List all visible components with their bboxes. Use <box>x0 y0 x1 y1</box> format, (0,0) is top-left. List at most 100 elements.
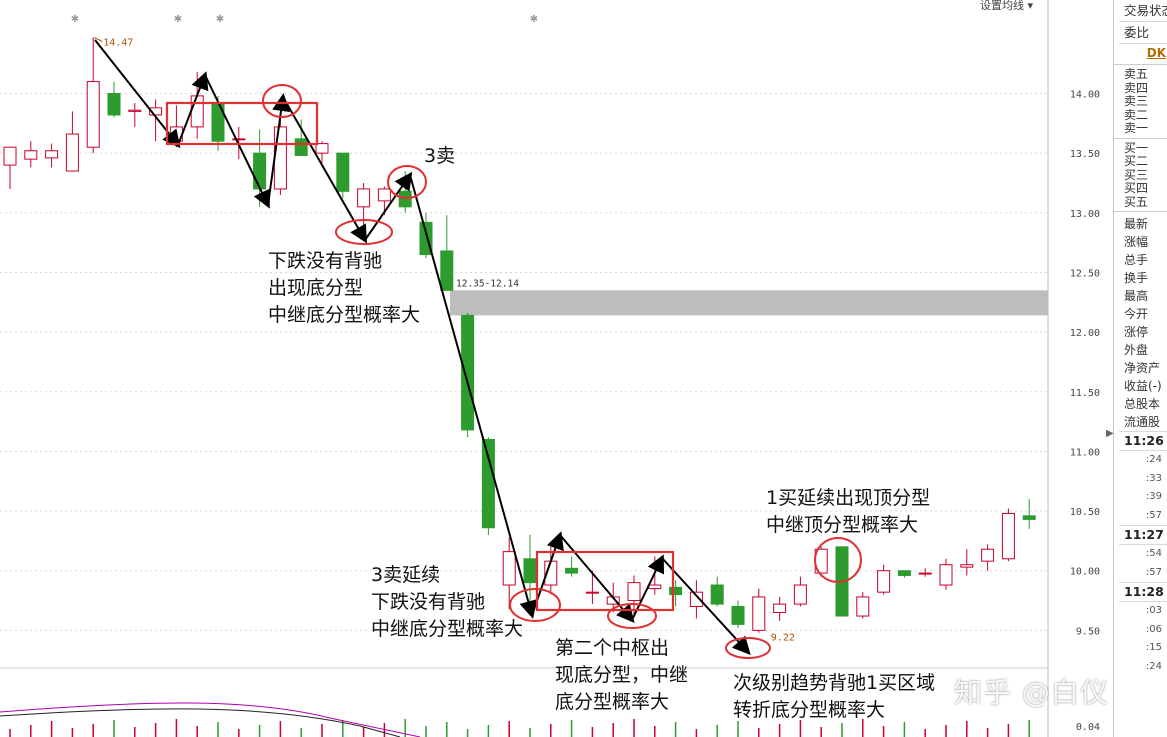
candle-body <box>294 138 308 157</box>
candle-body <box>3 146 17 166</box>
fractal-circle <box>607 603 657 629</box>
candle-body <box>502 551 516 586</box>
price-tick-label: 11.00 <box>1070 447 1100 458</box>
ma-setting-button[interactable]: 设置均线 ▾ <box>980 0 1034 12</box>
tick-time: :57 <box>1145 566 1162 578</box>
candle-body <box>65 133 79 172</box>
candle-body <box>877 570 891 593</box>
candle-body <box>481 438 495 529</box>
buy-level-label: 买三 <box>1124 167 1149 182</box>
candle-body <box>689 591 703 607</box>
kline-svg[interactable]: 12.35-12.14 14.47 9.22 ✱ ✱ ✱ ✱ 14.00 13.50 13.0… <box>0 0 1110 737</box>
candle-body <box>752 596 766 631</box>
tick-time: :57 <box>1145 509 1162 521</box>
candle-body <box>149 107 163 116</box>
candle-body <box>565 567 579 574</box>
sidebar-header-item: 委比 <box>1119 22 1167 44</box>
tick-time: :24 <box>1145 454 1162 465</box>
tick-time: :39 <box>1145 491 1162 502</box>
buy-level-label: 买一 <box>1124 140 1149 155</box>
trend-stroke-arrow <box>559 534 635 624</box>
annotation-1-buy-area: 次级别趋势背驰1买区域 转折底分型概率大 <box>733 672 936 721</box>
stat-label: 总股本 <box>1124 397 1161 411</box>
stat-label: 流通股 <box>1124 415 1161 429</box>
tick-time: :15 <box>1145 642 1162 653</box>
high-price-label: 14.47 <box>103 37 133 48</box>
tick-time-header: 11:27 <box>1119 525 1167 545</box>
stat-label: 收益(-) <box>1124 379 1162 393</box>
event-marker-icon: ✱ <box>71 14 79 25</box>
price-tick-label: 13.50 <box>1070 149 1100 160</box>
candle-body <box>24 150 38 160</box>
sell-level-label: 卖五 <box>1124 67 1149 81</box>
candle-body <box>377 188 391 202</box>
candle-body <box>1001 512 1015 560</box>
price-tick-label: 10.00 <box>1070 567 1100 578</box>
candle-body <box>232 138 246 141</box>
price-tick-label: 11.50 <box>1070 388 1100 399</box>
stat-label: 涨幅 <box>1124 235 1149 249</box>
trend-stroke-arrow <box>94 39 181 149</box>
candle-body <box>585 591 599 594</box>
stat-label: 总手 <box>1124 253 1149 267</box>
annotation-no-divergence: 下跌没有背驰 出现底分型 中继底分型概率大 <box>268 250 421 326</box>
tick-time: :24 <box>1145 660 1162 672</box>
event-marker-icon: ✱ <box>174 14 182 25</box>
fractal-circle <box>509 588 561 622</box>
sidebar-header-item: 交易状态 <box>1119 0 1167 22</box>
candle-body <box>315 143 329 154</box>
candle-body <box>273 126 287 190</box>
candle-body <box>897 570 911 576</box>
trend-stroke-arrow <box>409 174 537 619</box>
vol-ma-line <box>0 708 401 737</box>
candle-body <box>856 596 870 617</box>
sell-level-label: 卖二 <box>1124 107 1149 122</box>
annotation-3-sell-continue: 3卖延续 下跌没有背驰 中继底分型概率大 <box>371 564 524 640</box>
candle-body <box>918 572 932 575</box>
kline-chart[interactable]: 12.35-12.14 14.47 9.22 ✱ ✱ ✱ ✱ 14.00 13.50 13.0… <box>0 0 1114 737</box>
dk-link[interactable]: DK <box>1146 46 1166 60</box>
tick-time-header: 11:26 <box>1119 431 1167 451</box>
candle-body <box>357 188 371 208</box>
candle-body <box>440 250 454 291</box>
trend-stroke-arrow <box>282 96 367 244</box>
buy-level-label: 买四 <box>1124 181 1149 195</box>
vol-ma-line <box>0 702 421 737</box>
price-tick-label: 12.00 <box>1070 328 1100 339</box>
stat-label: 换手 <box>1124 271 1149 285</box>
price-tick-label: 12.50 <box>1070 268 1100 279</box>
price-tick-label: 14.00 <box>1070 90 1100 101</box>
candle-body <box>523 558 537 584</box>
tick-time: :03 <box>1145 605 1162 616</box>
candle-body <box>731 605 745 625</box>
candle-body <box>336 152 350 192</box>
candle-body <box>710 584 724 605</box>
candle-body <box>648 584 662 590</box>
tick-time-header: 11:28 <box>1119 582 1167 602</box>
low-price-label: 9.22 <box>771 632 795 643</box>
high-pointer <box>93 36 103 42</box>
event-marker-icon: ✱ <box>216 14 224 25</box>
price-tick-label: 10.50 <box>1070 507 1100 518</box>
stat-label: 涨停 <box>1124 325 1149 339</box>
candle-body <box>773 603 787 613</box>
candle-body <box>45 150 59 159</box>
candle-body <box>793 584 807 605</box>
fractal-circle <box>262 84 302 118</box>
candle-body <box>1022 515 1036 520</box>
candle-body <box>627 582 641 602</box>
fractal-circle <box>387 165 427 199</box>
fractal-circle <box>814 537 862 583</box>
stat-label: 最高 <box>1124 289 1149 303</box>
fractal-circle <box>335 219 393 245</box>
vol-tick-label: 0.04 <box>1076 722 1100 733</box>
trend-stroke-arrow <box>661 557 751 655</box>
candle-body <box>981 548 995 562</box>
pivot-box <box>165 101 319 146</box>
panel-collapse-icon[interactable]: ▶ <box>1106 428 1114 439</box>
annotation-1-buy-continue: 1买延续出现顶分型 中继顶分型概率大 <box>766 487 931 536</box>
price-tick-label: 9.50 <box>1076 626 1100 637</box>
trend-stroke-arrow <box>364 171 413 241</box>
candle-body <box>960 564 974 568</box>
sell-level-label: 卖四 <box>1124 80 1149 95</box>
